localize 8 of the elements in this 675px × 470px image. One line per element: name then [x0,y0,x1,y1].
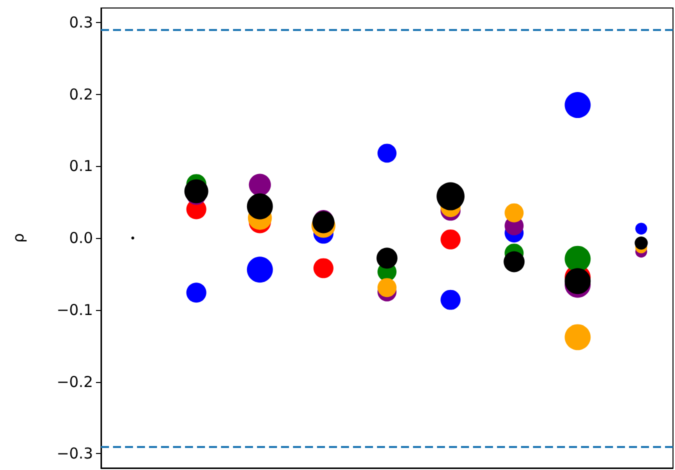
y-tick-label: 0.1 [69,157,93,176]
y-tick-label: 0.2 [69,85,93,104]
y-axis-title: ρ [10,233,28,243]
y-tick-label: 0.3 [69,13,93,32]
y-tick-label: 0.0 [69,229,93,247]
y-tick-label: −0.1 [56,300,93,319]
y-tick-label: −0.2 [56,372,93,391]
y-tick-label: −0.3 [56,444,93,463]
